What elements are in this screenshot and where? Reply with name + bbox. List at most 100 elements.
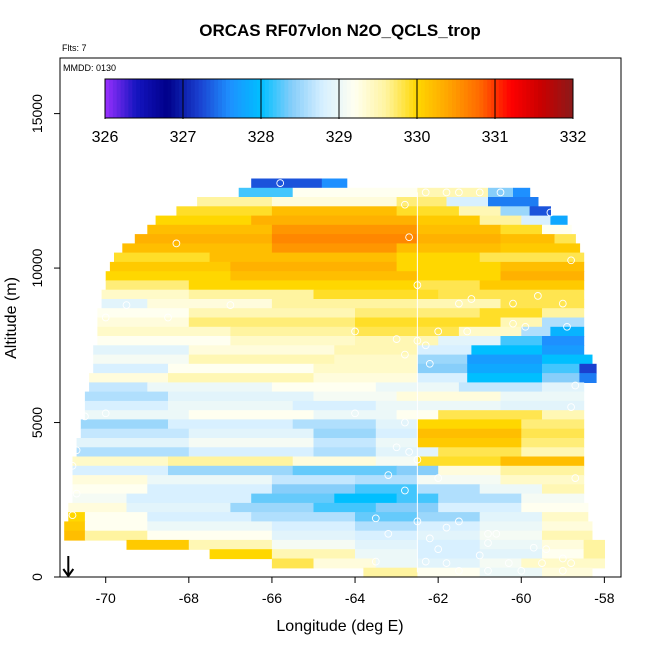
heatmap-cell xyxy=(458,206,502,217)
colorbar-cell xyxy=(456,79,461,118)
colorbar-cell xyxy=(397,79,402,118)
heatmap-cell xyxy=(438,410,543,421)
colorbar-cell xyxy=(514,79,519,118)
heatmap-cell xyxy=(313,373,418,383)
heatmap-cell xyxy=(417,215,481,226)
heatmap-cell xyxy=(375,456,418,467)
colorbar-cell xyxy=(272,79,278,118)
heatmap-cell xyxy=(500,336,543,346)
colorbar-cell xyxy=(381,79,387,118)
sample-point xyxy=(463,327,472,336)
heatmap-cell xyxy=(355,475,418,485)
sample-point xyxy=(558,566,567,575)
x-tick-label: -58 xyxy=(594,590,614,606)
colorbar-cell xyxy=(159,79,164,118)
heatmap-cell xyxy=(292,400,377,411)
heatmap-cell xyxy=(396,206,460,217)
heatmap-cell xyxy=(97,336,232,346)
heatmap-cell xyxy=(375,558,418,569)
heatmap-cell xyxy=(417,438,522,448)
sample-point xyxy=(72,446,81,455)
colorbar-cell xyxy=(190,79,196,118)
heatmap-cell xyxy=(417,373,468,383)
heatmap-cell xyxy=(471,345,543,356)
heatmap-cell xyxy=(188,539,273,550)
heatmap-cell xyxy=(72,456,169,467)
sample-point xyxy=(371,514,380,523)
colorbar-cell xyxy=(510,79,515,118)
colorbar-tick-label: 332 xyxy=(560,129,587,146)
x-axis: -70 -68 -66 -64 -62 -60 -58 xyxy=(96,577,615,606)
colorbar-cell xyxy=(198,79,203,118)
heatmap-cell xyxy=(355,336,439,346)
heatmap-cell xyxy=(188,280,418,291)
colorbar-cell xyxy=(257,79,262,118)
heatmap-cell xyxy=(467,354,543,365)
heatmap-cell xyxy=(542,345,585,356)
sample-point xyxy=(542,545,551,554)
heatmap-cell xyxy=(313,502,377,513)
heatmap-cell xyxy=(542,336,585,346)
heatmap-cell xyxy=(84,521,148,532)
sample-point xyxy=(509,299,517,308)
heatmap-cell xyxy=(500,224,543,235)
heatmap-cell xyxy=(550,215,568,226)
heatmap-cell xyxy=(313,558,377,569)
heatmap-cell xyxy=(271,539,356,550)
x-tick-label: -64 xyxy=(345,590,365,606)
heatmap-cell xyxy=(168,400,294,411)
colorbar: 326 327 328 329 330 331 332 xyxy=(92,78,587,146)
sample-point xyxy=(421,341,430,350)
colorbar-cell xyxy=(307,79,313,118)
heatmap-cell xyxy=(355,326,460,337)
sample-point xyxy=(401,486,409,495)
heatmap-cell xyxy=(251,215,418,226)
colorbar-cell xyxy=(553,79,558,118)
colorbar-cell xyxy=(288,79,293,118)
sample-point xyxy=(484,529,492,538)
x-axis-label: Longitude (deg E) xyxy=(276,618,403,635)
heatmap-cell xyxy=(500,261,585,272)
colorbar-cell xyxy=(541,79,547,118)
heatmap-cell xyxy=(500,391,585,402)
heatmap-cell xyxy=(97,317,190,328)
sample-point xyxy=(425,359,434,368)
colorbar-cell xyxy=(424,79,430,118)
heatmap-cell xyxy=(230,271,418,282)
heatmap-cell xyxy=(438,465,502,476)
flights-label: Flts: 7 xyxy=(62,43,87,53)
y-axis-label: Altitude (m) xyxy=(3,277,20,359)
colorbar-cell xyxy=(323,79,328,118)
heatmap-cell xyxy=(375,502,439,513)
heatmap-cell xyxy=(126,539,190,550)
heatmap-cell xyxy=(68,502,128,513)
sample-point xyxy=(401,418,409,427)
sample-point xyxy=(226,301,235,309)
heatmap-cell xyxy=(271,197,398,207)
heatmap-cell xyxy=(168,419,294,430)
colorbar-cell xyxy=(401,79,406,118)
heatmap-cell xyxy=(147,299,273,309)
heatmap-cell xyxy=(521,493,585,504)
colorbar-cell xyxy=(264,79,270,118)
colorbar-cell xyxy=(374,79,379,118)
sample-point xyxy=(405,233,413,242)
heatmap-cell xyxy=(417,271,502,282)
sample-point xyxy=(509,319,517,328)
sample-point xyxy=(68,461,77,470)
colorbar-cell xyxy=(225,79,231,118)
colorbar-cell xyxy=(339,79,344,118)
colorbar-cell xyxy=(144,79,149,118)
heatmap-cell xyxy=(488,187,514,198)
heatmap-cell xyxy=(188,447,315,458)
heatmap-cell xyxy=(147,530,273,541)
sample-point xyxy=(567,559,575,567)
heatmap-cell xyxy=(417,345,472,356)
colorbar-cell xyxy=(498,79,504,118)
heatmap-cell xyxy=(467,363,543,374)
colorbar-cell xyxy=(155,79,161,118)
heatmap-cell xyxy=(126,502,231,513)
sample-point xyxy=(517,566,526,575)
sample-point xyxy=(571,474,580,482)
colorbar-cell xyxy=(222,79,227,118)
